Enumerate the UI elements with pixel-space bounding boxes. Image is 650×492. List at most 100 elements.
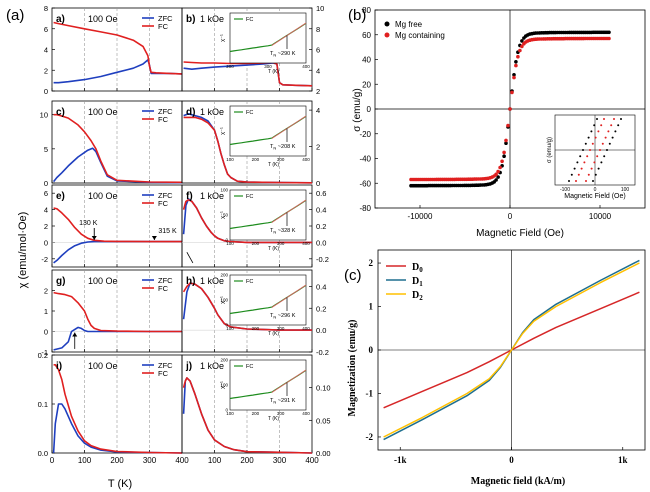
series-point	[512, 75, 516, 80]
panel-label: h)	[186, 276, 195, 287]
inset-y-tick-label: 200	[220, 273, 228, 278]
y-tick-label: 0.0	[38, 449, 48, 458]
y-tick-label: 0.4	[316, 206, 326, 215]
series-point	[508, 107, 512, 111]
figure-label-b: (b)	[348, 7, 366, 24]
y-tick-label: 10	[316, 4, 324, 13]
series-point	[502, 150, 506, 155]
series-zfc-line	[53, 240, 182, 264]
inset-point	[611, 136, 614, 139]
inset-annotation: TN ~290 K	[270, 51, 296, 58]
c-y-axis-label: Magnetization (emu/g)	[347, 320, 358, 417]
y-tick-label: 2	[44, 222, 48, 231]
series-fc-line	[53, 113, 183, 184]
field-label: 1 kOe	[200, 107, 224, 117]
series-point	[498, 165, 502, 170]
legend-label-zfc: ZFC	[158, 191, 173, 200]
y-tick-label: 2	[316, 143, 320, 152]
y-tick-label: 0.4	[316, 282, 326, 291]
inset-d: FC TN ~208 K χ⁻¹ T (K) 100 200 300 400	[220, 105, 310, 168]
a-x-axis-label: T (K)	[108, 478, 132, 490]
inset-point	[614, 130, 617, 133]
inset-x-tick-label: 200	[252, 326, 260, 331]
inset-f: FC TN ~328 K χ⁻¹ T (K) 100 200 300 400 0 50 100	[220, 188, 310, 253]
inset-x-tick-label: 300	[277, 157, 285, 162]
x-tick-label: 200	[110, 456, 124, 465]
inset-point	[593, 124, 596, 127]
panel-label: f)	[186, 191, 193, 202]
figure-label-c: (c)	[344, 267, 362, 284]
inset-annotation: TN ~296 K	[270, 313, 296, 320]
series-fc-line	[183, 116, 313, 184]
y-tick-label: -2	[41, 255, 48, 264]
inset-y-tick-label: 50	[223, 213, 229, 218]
y-tick-label: 0	[316, 179, 320, 188]
panel-label: b)	[186, 14, 195, 25]
inset-point	[576, 161, 579, 164]
inset-point	[607, 130, 610, 133]
legend-label-fc: FC	[158, 369, 169, 378]
inset-point	[568, 180, 570, 182]
inset-point	[587, 173, 590, 176]
series-fc-line	[182, 282, 312, 331]
y-tick-label: 0.0	[316, 238, 326, 247]
inset-point	[600, 161, 603, 164]
y-tick-label: -80	[359, 204, 371, 213]
inset-fit-line	[271, 22, 307, 46]
inset-point	[620, 118, 622, 120]
legend-label-fc: FC	[158, 115, 169, 124]
x-tick-label: 400	[175, 456, 189, 465]
series-point	[514, 63, 518, 68]
inset-y-label: σ (emu/g)	[547, 137, 553, 163]
inset-x-tick-label: 200	[252, 157, 260, 162]
y-tick-label: 0.1	[38, 400, 48, 409]
inset-x-tick-label: 400	[302, 157, 310, 162]
legend-label-zfc: ZFC	[158, 14, 173, 23]
y-tick-label: 6	[316, 46, 320, 55]
inset-point	[601, 142, 604, 145]
annotation-label: 130 K	[79, 220, 98, 227]
y-tick-label: 4	[44, 46, 48, 55]
inset-x-tick-label: 300	[277, 411, 285, 416]
x-tick-label: 0	[509, 455, 514, 465]
series-point	[518, 48, 522, 53]
inset-point	[596, 118, 598, 120]
series-point	[520, 44, 524, 49]
inset-y-tick-label: 200	[220, 358, 228, 363]
x-tick-label: 0	[50, 456, 55, 465]
inset-point	[587, 136, 590, 139]
x-tick-label: -10000	[408, 212, 433, 221]
inset-legend-label: FC	[246, 364, 253, 370]
panel-label: c)	[56, 107, 65, 118]
y-tick-label: 8	[316, 25, 320, 34]
y-tick-label: 0	[44, 328, 48, 337]
legend-label-zfc: ZFC	[158, 107, 173, 116]
b-y-axis-label: σ (emu/g)	[352, 88, 363, 131]
panel-label: j)	[185, 361, 192, 372]
panel-f: -0.2 0.0 0.2 0.4 0.6 f) 1 kOe FC TN ~328 K χ⁻¹ T (…	[181, 184, 329, 268]
inset-x-tick-label: 100	[621, 187, 630, 193]
inset-x-tick-label: 200	[252, 411, 260, 416]
chart-b-inset: Magnetic Field (Oe) σ (emu/g) -100 0 100	[547, 114, 636, 200]
series-point	[496, 169, 500, 174]
y-tick-label: 2	[316, 87, 320, 96]
field-label: 100 Oe	[88, 191, 118, 201]
y-tick-label: -2	[366, 432, 374, 442]
inset-point	[585, 180, 587, 182]
inset-annotation: TN ~208 K	[270, 144, 296, 151]
inset-point	[589, 149, 591, 151]
inset-point	[580, 167, 583, 170]
series-point	[510, 90, 514, 95]
inset-x-label: T (K)	[268, 69, 279, 75]
panel-d: 0 2 4 d) 1 kOe FC TN ~208 K χ⁻¹ T (K) 100 200 300 40…	[181, 100, 320, 188]
series-point	[520, 39, 524, 43]
field-label: 100 Oe	[88, 361, 118, 371]
y-tick-label: 1	[369, 302, 374, 312]
series-point	[607, 30, 611, 35]
inset-point	[603, 155, 606, 158]
inset-x-tick-label: 400	[302, 411, 310, 416]
x-tick-label: 0	[508, 212, 513, 221]
